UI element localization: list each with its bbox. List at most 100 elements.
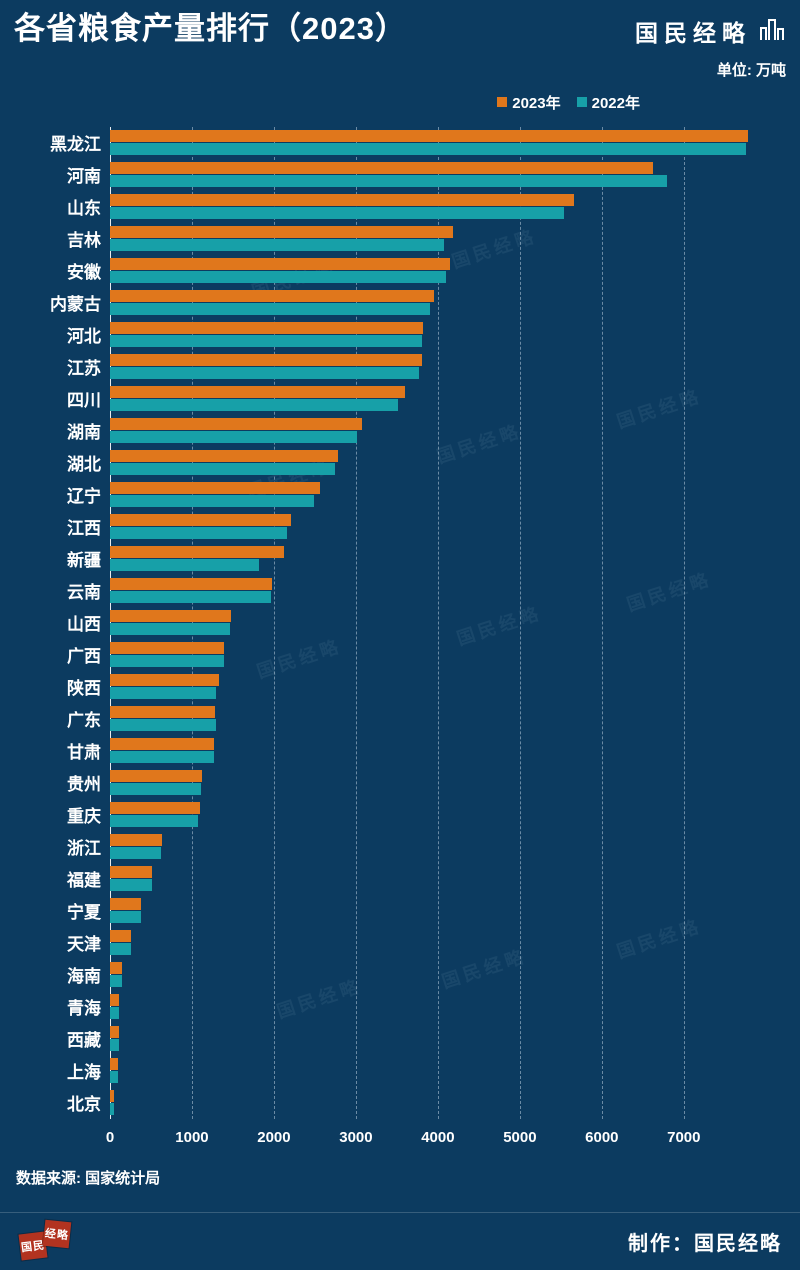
bar-2022年 (110, 559, 259, 572)
bar-row: 新疆 (14, 543, 786, 575)
bar-2022年 (110, 495, 314, 508)
bar-row: 辽宁 (14, 479, 786, 511)
bar-group (110, 1090, 774, 1116)
legend-item: 2022年 (576, 92, 640, 113)
bar-group (110, 514, 774, 540)
bar-chart: 黑龙江 河南 山东 吉林 安徽 内蒙古 河北 江苏 四川 湖南 湖北 辽宁 江西 新疆 云南 山西 广西 陕西 广东… (14, 126, 786, 1119)
category-label: 天津 (67, 935, 101, 955)
bar-2023年 (110, 546, 284, 559)
category-label: 陕西 (67, 679, 101, 699)
x-tick-label: 4000 (421, 1128, 455, 1146)
bar-group (110, 162, 774, 188)
bar-2023年 (110, 386, 405, 399)
bar-group (110, 226, 774, 252)
bar-2023年 (110, 514, 292, 527)
bar-row: 河南 (14, 159, 786, 191)
bar-2022年 (110, 431, 358, 444)
bar-row: 贵州 (14, 767, 786, 799)
bar-row: 内蒙古 (14, 287, 786, 319)
bar-row: 北京 (14, 1087, 786, 1119)
bar-2022年 (110, 751, 214, 764)
x-tick-label: 1000 (175, 1128, 209, 1146)
bar-group (110, 674, 774, 700)
bar-group (110, 738, 774, 764)
bar-2023年 (110, 994, 119, 1007)
bar-2022年 (110, 783, 202, 796)
bar-2023年 (110, 322, 423, 335)
bar-row: 安徽 (14, 255, 786, 287)
bar-2023年 (110, 290, 435, 303)
bar-2022年 (110, 463, 335, 476)
bar-2023年 (110, 450, 339, 463)
legend-label: 2023年 (512, 94, 561, 112)
bar-2022年 (110, 399, 398, 412)
chart-legend: 2023年 2022年 (14, 92, 786, 113)
category-label: 甘肃 (67, 743, 101, 763)
bar-2022年 (110, 367, 419, 380)
bar-2022年 (110, 623, 230, 636)
bar-row: 甘肃 (14, 735, 786, 767)
category-label: 浙江 (67, 839, 101, 859)
bar-2022年 (110, 271, 447, 284)
bar-group (110, 354, 774, 380)
category-label: 宁夏 (67, 903, 101, 923)
bar-2023年 (110, 130, 749, 143)
bar-2023年 (110, 642, 225, 655)
bar-group (110, 130, 774, 156)
bar-2022年 (110, 687, 217, 700)
x-tick-label: 5000 (503, 1128, 537, 1146)
chart-rows: 黑龙江 河南 山东 吉林 安徽 内蒙古 河北 江苏 四川 湖南 湖北 辽宁 江西 新疆 云南 山西 广西 陕西 广东… (14, 127, 786, 1119)
category-label: 山东 (67, 199, 101, 219)
bar-row: 青海 (14, 991, 786, 1023)
bar-group (110, 994, 774, 1020)
bar-2023年 (110, 354, 422, 367)
footer: 国民 经略 制作：国民经略 (0, 1212, 800, 1270)
skyline-icon (758, 16, 786, 47)
x-tick-label: 6000 (585, 1128, 619, 1146)
bar-2023年 (110, 258, 451, 271)
bar-2023年 (110, 226, 454, 239)
category-label: 贵州 (67, 775, 101, 795)
category-label: 海南 (67, 967, 101, 987)
x-axis: 0 1000 2000 3000 4000 5000 6000 7000 (106, 1125, 774, 1151)
bar-2023年 (110, 738, 215, 751)
bar-2023年 (110, 610, 232, 623)
bar-2023年 (110, 706, 216, 719)
category-label: 河北 (67, 327, 101, 347)
bar-2022年 (110, 1103, 114, 1116)
bar-2022年 (110, 1039, 119, 1052)
bar-2022年 (110, 975, 122, 988)
bar-group (110, 770, 774, 796)
bar-group (110, 546, 774, 572)
bar-group (110, 1026, 774, 1052)
category-label: 福建 (67, 871, 101, 891)
bar-2023年 (110, 674, 219, 687)
bar-group (110, 866, 774, 892)
bar-2023年 (110, 1090, 114, 1103)
bar-2023年 (110, 866, 152, 879)
category-label: 辽宁 (67, 487, 101, 507)
bar-2023年 (110, 482, 321, 495)
bar-2023年 (110, 1058, 118, 1071)
unit-label: 单位: 万吨 (716, 61, 786, 79)
bar-group (110, 482, 774, 508)
bar-group (110, 642, 774, 668)
data-source: 数据来源: 国家统计局 (16, 1169, 161, 1187)
bar-group (110, 290, 774, 316)
bar-2023年 (110, 834, 163, 847)
bar-row: 河北 (14, 319, 786, 351)
bar-2023年 (110, 578, 272, 591)
infographic-page: 各省粮食产量排行（2023） 国民经略 单位: 万吨 2023年 2022年 黑龙… (14, 10, 786, 1187)
x-tick-label: 2000 (257, 1128, 291, 1146)
bar-2023年 (110, 962, 122, 975)
bar-group (110, 258, 774, 284)
bar-row: 陕西 (14, 671, 786, 703)
bar-row: 上海 (14, 1055, 786, 1087)
bar-2022年 (110, 335, 422, 348)
header: 各省粮食产量排行（2023） 国民经略 (14, 10, 786, 49)
bar-row: 西藏 (14, 1023, 786, 1055)
bar-group (110, 386, 774, 412)
bar-2022年 (110, 1007, 119, 1020)
bar-row: 江苏 (14, 351, 786, 383)
bar-2022年 (110, 303, 430, 316)
